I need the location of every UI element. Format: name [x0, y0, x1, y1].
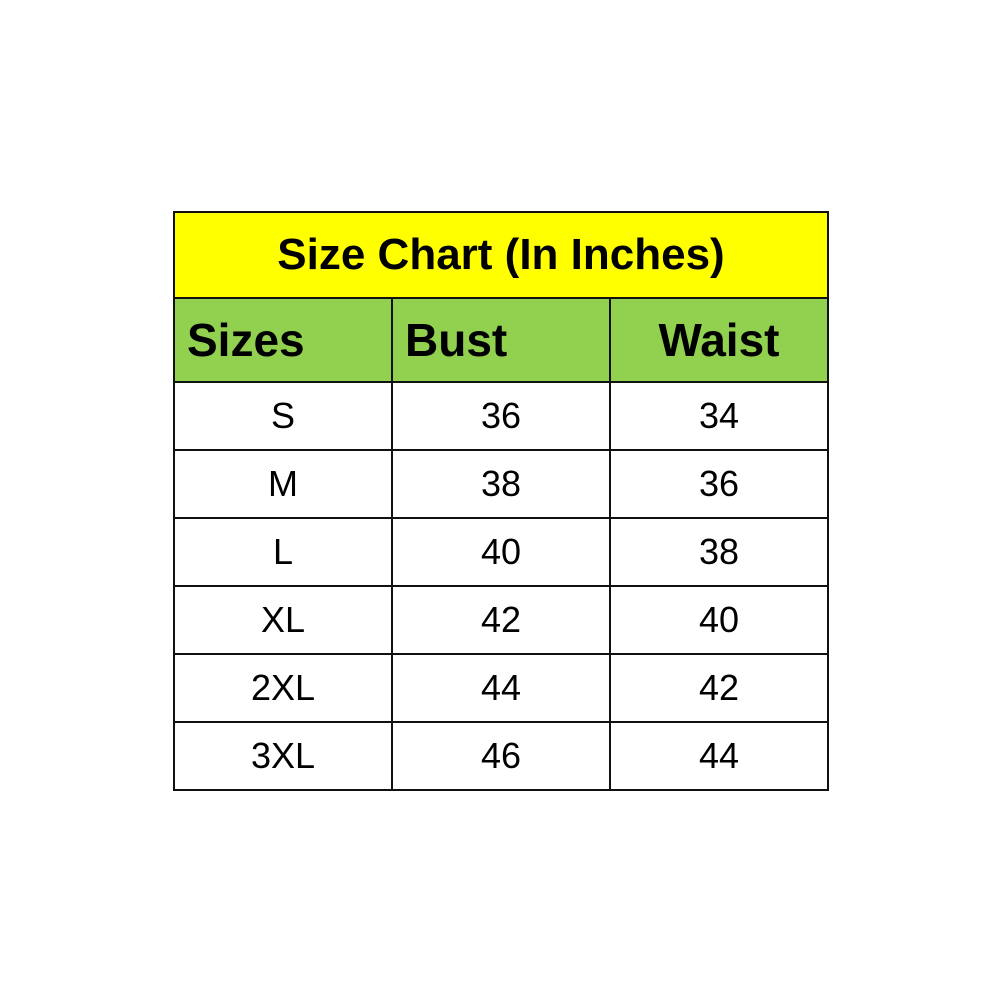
header-sizes: Sizes — [173, 297, 393, 383]
bust-cell: 40 — [391, 517, 611, 587]
header-row: Sizes Bust Waist — [173, 297, 829, 383]
waist-cell: 38 — [609, 517, 829, 587]
size-cell: 3XL — [173, 721, 393, 791]
table-row: L 40 38 — [173, 517, 829, 587]
waist-cell: 34 — [609, 381, 829, 451]
waist-cell: 44 — [609, 721, 829, 791]
size-chart-table: Size Chart (In Inches) Sizes Bust Waist … — [173, 211, 829, 791]
size-cell: S — [173, 381, 393, 451]
bust-cell: 36 — [391, 381, 611, 451]
bust-cell: 46 — [391, 721, 611, 791]
waist-cell: 36 — [609, 449, 829, 519]
title-row: Size Chart (In Inches) — [173, 211, 829, 299]
bust-cell: 42 — [391, 585, 611, 655]
table-row: 3XL 46 44 — [173, 721, 829, 791]
header-waist: Waist — [609, 297, 829, 383]
bust-cell: 44 — [391, 653, 611, 723]
table-row: XL 42 40 — [173, 585, 829, 655]
size-cell: 2XL — [173, 653, 393, 723]
bust-cell: 38 — [391, 449, 611, 519]
size-cell: XL — [173, 585, 393, 655]
table-row: 2XL 44 42 — [173, 653, 829, 723]
table-row: M 38 36 — [173, 449, 829, 519]
header-bust: Bust — [391, 297, 611, 383]
waist-cell: 40 — [609, 585, 829, 655]
size-cell: M — [173, 449, 393, 519]
table-title: Size Chart (In Inches) — [173, 211, 829, 299]
waist-cell: 42 — [609, 653, 829, 723]
size-cell: L — [173, 517, 393, 587]
table-row: S 36 34 — [173, 381, 829, 451]
